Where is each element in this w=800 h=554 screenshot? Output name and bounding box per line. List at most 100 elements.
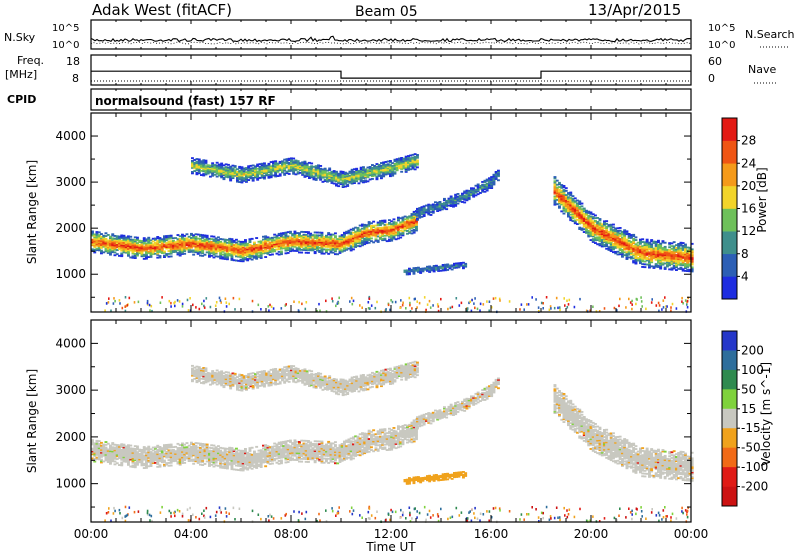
velocity-cell xyxy=(106,452,110,455)
power-cell xyxy=(289,236,292,239)
nsky-trace xyxy=(90,35,692,43)
power-cell xyxy=(343,233,346,236)
power-cell xyxy=(630,236,633,239)
power-noise xyxy=(429,306,432,309)
power-cell xyxy=(212,244,216,246)
power-cell xyxy=(320,236,324,238)
power-cell xyxy=(375,175,379,178)
power-cell xyxy=(111,242,115,245)
power-noise xyxy=(592,305,594,308)
power-cell xyxy=(206,168,210,171)
power-cell xyxy=(684,245,687,247)
power-cell xyxy=(235,238,238,241)
power-cell xyxy=(654,257,658,260)
power-cell xyxy=(102,241,106,244)
power-noise xyxy=(553,306,556,310)
velocity-cell xyxy=(122,452,126,454)
power-cell xyxy=(454,202,458,204)
power-cell xyxy=(151,251,155,254)
power-cell xyxy=(247,165,251,168)
power-cell xyxy=(172,237,175,240)
power-cell xyxy=(286,249,290,252)
power-cell xyxy=(145,249,148,252)
power-cell xyxy=(357,174,361,177)
power-cell xyxy=(223,256,227,259)
power-cell xyxy=(292,167,296,170)
power-cell xyxy=(596,233,600,236)
velocity-cell xyxy=(127,462,130,465)
power-noise xyxy=(181,305,184,308)
power-cell xyxy=(639,251,642,253)
power-cell xyxy=(388,233,391,235)
power-cell xyxy=(149,247,153,250)
power-cell xyxy=(401,234,405,237)
power-cell xyxy=(381,219,385,222)
velocity-cell xyxy=(120,443,124,446)
power-cell xyxy=(93,244,97,247)
power-cell xyxy=(455,263,459,266)
power-noise xyxy=(126,304,129,307)
power-cell xyxy=(145,245,148,248)
power-cell xyxy=(228,254,232,257)
power-cell xyxy=(212,239,216,242)
power-cell xyxy=(226,258,229,261)
power-cell xyxy=(456,199,460,202)
power-cell xyxy=(461,195,464,198)
power-cell xyxy=(236,178,239,180)
power-cell xyxy=(406,218,409,221)
power-cell xyxy=(358,235,362,238)
power-cell xyxy=(304,239,308,242)
power-cell xyxy=(282,247,286,250)
power-cell xyxy=(331,251,335,254)
power-cell xyxy=(312,178,316,181)
power-cell xyxy=(490,181,494,184)
power-noise xyxy=(416,300,418,303)
power-cell xyxy=(576,214,579,217)
power-cell xyxy=(623,247,627,250)
power-cell xyxy=(589,222,593,225)
power-cell xyxy=(571,195,575,198)
power-cell xyxy=(346,172,350,175)
power-cell xyxy=(374,232,378,235)
power-cell xyxy=(596,217,600,219)
velocity-cell xyxy=(163,445,166,448)
power-noise xyxy=(338,296,340,300)
power-cell xyxy=(326,179,329,182)
power-noise xyxy=(124,305,126,308)
power-cell xyxy=(403,228,407,230)
power-cell xyxy=(244,240,247,243)
power-cell xyxy=(382,164,386,167)
power-cell xyxy=(192,249,196,252)
velocity-cell xyxy=(122,456,126,459)
power-cell xyxy=(187,235,191,238)
power-cell xyxy=(376,221,380,224)
power-cell xyxy=(422,213,426,216)
velocity-cell xyxy=(163,444,166,447)
power-cell xyxy=(376,231,380,234)
power-cell xyxy=(246,248,250,251)
power-cell xyxy=(412,228,416,231)
power-cell xyxy=(657,259,660,261)
power-cell xyxy=(307,243,310,246)
power-cell xyxy=(397,218,400,220)
power-cell xyxy=(403,215,407,218)
power-cell xyxy=(284,246,288,249)
power-cell xyxy=(389,175,392,178)
power-cell xyxy=(309,234,313,236)
power-cell xyxy=(382,172,386,175)
power-cell xyxy=(295,232,299,234)
power-noise xyxy=(545,296,548,299)
power-cell xyxy=(158,239,162,242)
power-cell xyxy=(609,225,613,228)
power-cell xyxy=(456,202,460,205)
power-cell xyxy=(331,244,335,247)
power-cell xyxy=(217,239,220,241)
power-cell xyxy=(591,227,595,230)
power-cell xyxy=(263,170,266,173)
power-cell xyxy=(585,227,588,230)
power-cell xyxy=(372,220,376,223)
power-cell xyxy=(374,228,378,231)
power-noise xyxy=(361,306,363,309)
power-cell xyxy=(264,235,268,238)
velocity-cell xyxy=(169,464,173,467)
